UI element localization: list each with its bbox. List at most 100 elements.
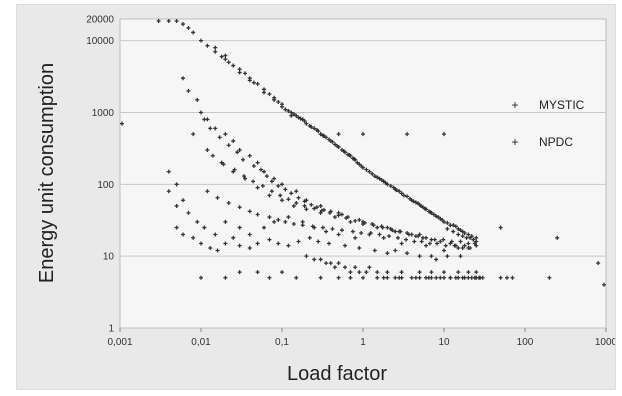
data-point-mystic <box>213 45 218 50</box>
data-point-mystic <box>424 243 429 248</box>
data-point-mystic <box>300 223 305 228</box>
data-point-npdc <box>318 275 323 280</box>
data-point-mystic <box>262 169 267 174</box>
data-point-mystic <box>445 220 450 225</box>
data-point-mystic <box>453 224 458 229</box>
data-point-mystic <box>440 217 445 222</box>
data-point-mystic <box>395 235 400 240</box>
data-point-mystic <box>448 241 453 246</box>
data-point-mystic <box>434 214 439 219</box>
data-point-mystic <box>371 223 376 228</box>
data-point-npdc <box>353 265 358 270</box>
data-point-mystic <box>276 99 281 104</box>
data-point-mystic <box>217 135 222 140</box>
data-point-mystic <box>429 237 434 242</box>
data-point-npdc <box>348 270 353 275</box>
data-point-npdc <box>267 275 272 280</box>
data-point-mystic <box>388 183 393 188</box>
data-point-npdc <box>336 275 341 280</box>
data-point-mystic <box>294 113 299 118</box>
data-point-mystic <box>466 232 471 237</box>
data-point-npdc <box>348 275 353 280</box>
data-point-mystic <box>280 102 284 107</box>
data-point-mystic <box>223 57 228 62</box>
data-point-mystic <box>213 126 218 131</box>
data-point-mystic <box>247 209 252 214</box>
data-point-mystic <box>397 189 402 194</box>
data-point-mystic <box>405 251 410 256</box>
data-point-mystic <box>394 188 399 193</box>
legend-label-npdc: NPDC <box>539 135 573 149</box>
data-point-mystic <box>186 210 191 215</box>
data-point-mystic <box>291 112 296 117</box>
data-point-mystic <box>260 183 265 188</box>
data-point-mystic <box>255 212 260 217</box>
data-point-mystic <box>231 139 236 144</box>
data-point-mystic <box>458 254 463 259</box>
data-point-mystic <box>166 19 171 23</box>
data-point-mystic <box>221 162 226 167</box>
data-point-mystic <box>456 232 461 237</box>
data-point-mystic <box>458 239 463 244</box>
data-point-mystic <box>314 205 319 210</box>
data-point-mystic <box>215 195 220 200</box>
data-point-mystic <box>205 189 210 194</box>
data-point-mystic <box>237 243 242 248</box>
data-point-mystic <box>304 207 309 212</box>
data-point-mystic <box>427 241 432 246</box>
data-point-mystic <box>412 239 417 244</box>
x-tick-label: 1000 <box>595 337 615 348</box>
data-point-mystic <box>464 235 469 240</box>
data-point-mystic <box>267 215 272 220</box>
data-point-npdc <box>547 275 552 280</box>
y-axis-title: Energy unit consumption <box>36 63 58 283</box>
data-point-mystic <box>332 215 337 220</box>
data-point-mystic <box>456 245 461 250</box>
data-point-npdc <box>364 270 369 275</box>
data-point-mystic <box>272 176 277 181</box>
data-point-mystic <box>219 54 224 59</box>
data-point-npdc <box>602 282 606 287</box>
data-point-mystic <box>255 185 260 190</box>
data-point-npdc <box>429 270 434 275</box>
data-point-mystic <box>326 137 331 142</box>
data-point-mystic <box>352 157 357 162</box>
data-point-npdc <box>442 270 446 275</box>
data-point-mystic <box>429 254 434 259</box>
data-point-mystic <box>319 208 324 213</box>
data-point-mystic <box>181 22 186 27</box>
data-point-npdc <box>237 270 242 275</box>
data-point-mystic <box>202 117 207 122</box>
data-point-mystic <box>332 142 337 147</box>
data-point-mystic <box>272 219 277 224</box>
data-point-mystic <box>347 153 352 158</box>
data-point-mystic <box>326 241 331 246</box>
data-point-mystic <box>341 149 346 154</box>
data-point-mystic <box>441 237 446 242</box>
data-point-mystic <box>445 254 450 259</box>
data-point-mystic <box>272 97 277 102</box>
data-point-npdc <box>294 275 299 280</box>
data-point-npdc <box>223 275 228 280</box>
data-point-mystic <box>460 229 465 234</box>
data-point-mystic <box>267 193 272 198</box>
data-point-mystic <box>327 210 332 215</box>
data-point-npdc <box>120 121 124 126</box>
data-point-mystic <box>231 63 236 68</box>
data-point-mystic <box>199 38 203 43</box>
data-point-mystic <box>174 19 179 23</box>
data-point-mystic <box>435 241 440 246</box>
data-point-mystic <box>372 174 377 179</box>
data-point-mystic <box>235 150 240 155</box>
data-point-mystic <box>407 232 412 237</box>
data-point-mystic <box>370 171 375 176</box>
data-point-mystic <box>355 160 360 165</box>
data-point-npdc <box>357 270 362 275</box>
data-point-npdc <box>385 275 390 280</box>
data-point-mystic <box>390 228 395 233</box>
data-point-npdc <box>399 270 404 275</box>
data-point-npdc <box>336 132 341 137</box>
data-point-mystic <box>336 213 341 218</box>
data-point-npdc <box>367 265 372 270</box>
data-point-npdc <box>476 275 481 280</box>
